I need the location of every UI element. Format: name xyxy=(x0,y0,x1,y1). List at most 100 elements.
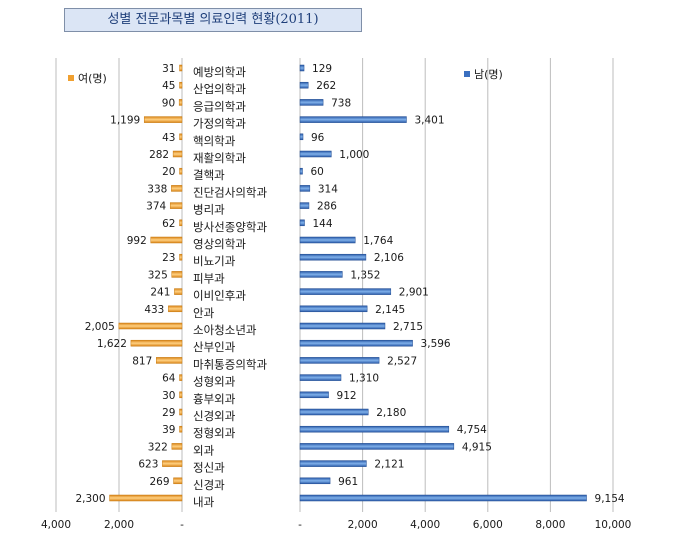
male-bar xyxy=(299,460,367,467)
female-value-label: 338 xyxy=(147,183,167,195)
female-bar xyxy=(179,219,183,227)
female-value-label: 29 xyxy=(162,407,175,419)
category-label: 신경과 xyxy=(193,478,225,492)
male-bar xyxy=(299,494,587,502)
female-value-label: 325 xyxy=(148,269,168,281)
female-value-label: 31 xyxy=(162,63,175,75)
male-bar xyxy=(299,443,455,450)
male-bar xyxy=(299,339,413,347)
female-value-label: 1,199 xyxy=(110,115,140,127)
male-x-tick-label: 8,000 xyxy=(535,519,565,531)
male-value-label: 129 xyxy=(312,63,332,75)
male-bar xyxy=(299,99,324,106)
female-bar xyxy=(179,81,183,89)
male-value-label: 2,901 xyxy=(399,287,429,299)
male-value-label: 3,596 xyxy=(421,338,451,350)
female-x-tick-label: 4,000 xyxy=(41,519,71,531)
female-bar xyxy=(179,374,183,381)
category-label: 흉부외과 xyxy=(193,392,236,406)
female-bar xyxy=(173,477,183,485)
female-bar xyxy=(174,288,183,295)
female-bar xyxy=(179,133,183,141)
male-x-tick-label: 6,000 xyxy=(473,519,503,531)
male-bar xyxy=(299,185,311,192)
female-bar xyxy=(156,357,183,364)
female-value-label: 39 xyxy=(162,424,175,436)
female-bar xyxy=(179,64,183,72)
category-label: 병리과 xyxy=(193,203,225,217)
female-value-label: 30 xyxy=(162,390,175,402)
male-value-label: 262 xyxy=(316,80,336,92)
male-value-label: 286 xyxy=(317,201,337,213)
female-value-label: 817 xyxy=(132,355,152,367)
category-label: 외과 xyxy=(193,443,215,457)
female-bar xyxy=(143,116,183,123)
female-bar xyxy=(179,167,183,175)
male-value-label: 3,401 xyxy=(414,115,444,127)
category-label: 산부인과 xyxy=(193,340,236,354)
male-value-label: 912 xyxy=(337,390,357,402)
category-label: 응급의학과 xyxy=(193,99,246,113)
male-x-tick-label: 2,000 xyxy=(348,519,378,531)
female-value-label: 2,005 xyxy=(85,321,115,333)
female-bar xyxy=(130,339,183,347)
male-value-label: 2,527 xyxy=(387,355,417,367)
male-x-tick-label: 10,000 xyxy=(595,519,632,531)
category-label: 피부과 xyxy=(193,271,225,285)
male-bar xyxy=(299,236,356,244)
female-value-label: 1,622 xyxy=(97,338,127,350)
male-bar xyxy=(299,271,343,278)
category-label: 영상의학과 xyxy=(193,237,246,251)
category-label: 재활의학과 xyxy=(193,151,246,165)
female-bar xyxy=(179,425,183,433)
male-bar xyxy=(299,357,380,364)
male-bar xyxy=(299,150,332,158)
female-bar xyxy=(179,253,183,261)
category-label: 마취통증의학과 xyxy=(193,357,267,371)
category-label: 안과 xyxy=(193,306,215,320)
male-value-label: 2,121 xyxy=(374,459,404,471)
male-value-label: 2,180 xyxy=(376,407,406,419)
male-bar xyxy=(299,116,407,123)
category-label: 정신과 xyxy=(193,461,225,475)
male-value-label: 96 xyxy=(311,132,325,144)
female-value-label: 241 xyxy=(150,287,170,299)
female-value-label: 64 xyxy=(162,373,176,385)
category-label: 산업의학과 xyxy=(193,82,246,96)
category-label: 내과 xyxy=(193,495,215,509)
male-bar xyxy=(299,408,369,416)
male-value-label: 144 xyxy=(313,218,333,230)
male-x-tick-label: - xyxy=(298,519,302,531)
male-legend-label: 남(명) xyxy=(474,68,503,81)
female-value-label: 322 xyxy=(148,441,168,453)
female-value-label: 90 xyxy=(162,97,175,109)
male-value-label: 2,106 xyxy=(374,252,404,264)
category-label: 비뇨기과 xyxy=(193,254,236,268)
category-label: 신경외과 xyxy=(193,409,236,423)
category-label: 가정의학과 xyxy=(193,117,246,131)
female-bar xyxy=(171,443,183,450)
female-bar xyxy=(169,202,183,209)
female-value-label: 433 xyxy=(144,304,164,316)
male-value-label: 60 xyxy=(311,166,324,178)
male-bar xyxy=(299,288,392,295)
female-bar xyxy=(172,150,183,158)
female-value-label: 62 xyxy=(162,218,175,230)
female-bar xyxy=(179,391,183,399)
male-bar xyxy=(299,253,367,261)
male-value-label: 1,764 xyxy=(363,235,393,247)
male-bar xyxy=(299,425,450,433)
category-label: 방사선종양학과 xyxy=(193,220,267,234)
male-value-label: 2,715 xyxy=(393,321,423,333)
male-value-label: 314 xyxy=(318,183,338,195)
male-value-label: 1,352 xyxy=(350,269,380,281)
category-label: 핵의학과 xyxy=(193,134,236,148)
female-value-label: 2,300 xyxy=(75,493,105,505)
female-bar xyxy=(109,494,183,502)
female-value-label: 992 xyxy=(127,235,147,247)
male-bar xyxy=(299,167,303,175)
male-value-label: 1,310 xyxy=(349,373,379,385)
male-x-tick-label: 4,000 xyxy=(410,519,440,531)
male-value-label: 2,145 xyxy=(375,304,405,316)
